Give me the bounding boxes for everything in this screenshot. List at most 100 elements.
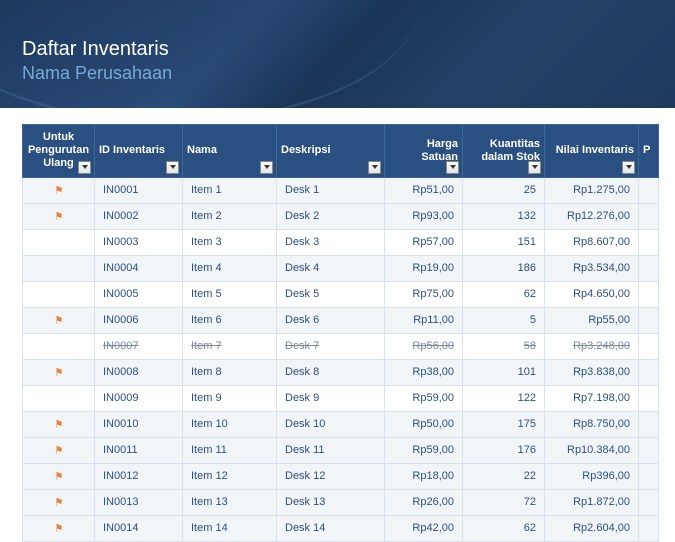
cell-reorder-flag bbox=[23, 385, 95, 411]
cell-name: Item 8 bbox=[183, 359, 277, 385]
cell-description: Desk 10 bbox=[277, 411, 385, 437]
cell-name: Item 2 bbox=[183, 203, 277, 229]
filter-dropdown-icon[interactable] bbox=[622, 161, 635, 174]
table-row[interactable]: ⚑IN0012Item 12Desk 12Rp18,0022Rp396,00 bbox=[23, 463, 659, 489]
cell-inventory-id: IN0001 bbox=[95, 177, 183, 203]
column-header-label: P bbox=[643, 144, 650, 157]
filter-dropdown-icon[interactable] bbox=[446, 161, 459, 174]
filter-dropdown-icon[interactable] bbox=[166, 161, 179, 174]
column-header[interactable]: Nilai Inventaris bbox=[545, 125, 639, 178]
table-row[interactable]: ⚑IN0013Item 13Desk 13Rp26,0072Rp1.872,00 bbox=[23, 489, 659, 515]
table-row[interactable]: ⚑IN0006Item 6Desk 6Rp11,005Rp55,00 bbox=[23, 307, 659, 333]
cell-quantity: 62 bbox=[463, 515, 545, 541]
cell-inventory-id: IN0002 bbox=[95, 203, 183, 229]
cell-quantity: 176 bbox=[463, 437, 545, 463]
cell-unit-price: Rp42,00 bbox=[385, 515, 463, 541]
cell-reorder-flag bbox=[23, 281, 95, 307]
cell-truncated bbox=[639, 515, 659, 541]
cell-name: Item 11 bbox=[183, 437, 277, 463]
cell-inventory-value: Rp12.276,00 bbox=[545, 203, 639, 229]
flag-icon: ⚑ bbox=[54, 366, 63, 379]
filter-dropdown-icon[interactable] bbox=[78, 161, 91, 174]
cell-inventory-value: Rp8.607,00 bbox=[545, 229, 639, 255]
cell-unit-price: Rp19,00 bbox=[385, 255, 463, 281]
cell-inventory-value: Rp4.650,00 bbox=[545, 281, 639, 307]
cell-unit-price: Rp93,00 bbox=[385, 203, 463, 229]
cell-name: Item 4 bbox=[183, 255, 277, 281]
cell-inventory-id: IN0014 bbox=[95, 515, 183, 541]
cell-description: Desk 1 bbox=[277, 177, 385, 203]
table-row[interactable]: IN0003Item 3Desk 3Rp57,00151Rp8.607,00 bbox=[23, 229, 659, 255]
table-row[interactable]: ⚑IN0008Item 8Desk 8Rp38,00101Rp3.838,00 bbox=[23, 359, 659, 385]
cell-inventory-value: Rp1.872,00 bbox=[545, 489, 639, 515]
cell-quantity: 101 bbox=[463, 359, 545, 385]
table-row[interactable]: IN0007Item 7Desk 7Rp56,0058Rp3.248,00 bbox=[23, 333, 659, 359]
filter-dropdown-icon[interactable] bbox=[368, 161, 381, 174]
flag-icon: ⚑ bbox=[54, 418, 63, 431]
cell-truncated bbox=[639, 333, 659, 359]
flag-icon: ⚑ bbox=[54, 184, 63, 197]
filter-dropdown-icon[interactable] bbox=[260, 161, 273, 174]
cell-inventory-value: Rp10.384,00 bbox=[545, 437, 639, 463]
cell-name: Item 14 bbox=[183, 515, 277, 541]
cell-quantity: 132 bbox=[463, 203, 545, 229]
cell-inventory-value: Rp3.838,00 bbox=[545, 359, 639, 385]
cell-truncated bbox=[639, 177, 659, 203]
cell-description: Desk 2 bbox=[277, 203, 385, 229]
cell-description: Desk 3 bbox=[277, 229, 385, 255]
cell-quantity: 186 bbox=[463, 255, 545, 281]
column-header[interactable]: P bbox=[639, 125, 659, 178]
cell-description: Desk 9 bbox=[277, 385, 385, 411]
cell-name: Item 10 bbox=[183, 411, 277, 437]
table-row[interactable]: ⚑IN0001Item 1Desk 1Rp51,0025Rp1.275,00 bbox=[23, 177, 659, 203]
cell-truncated bbox=[639, 411, 659, 437]
cell-inventory-id: IN0006 bbox=[95, 307, 183, 333]
cell-inventory-id: IN0011 bbox=[95, 437, 183, 463]
page-header: Daftar Inventaris Nama Perusahaan bbox=[0, 0, 675, 108]
table-row[interactable]: IN0009Item 9Desk 9Rp59,00122Rp7.198,00 bbox=[23, 385, 659, 411]
cell-quantity: 175 bbox=[463, 411, 545, 437]
cell-description: Desk 5 bbox=[277, 281, 385, 307]
filter-dropdown-icon[interactable] bbox=[528, 161, 541, 174]
cell-reorder-flag: ⚑ bbox=[23, 463, 95, 489]
column-header[interactable]: ID Inventaris bbox=[95, 125, 183, 178]
table-row[interactable]: ⚑IN0010Item 10Desk 10Rp50,00175Rp8.750,0… bbox=[23, 411, 659, 437]
cell-inventory-value: Rp7.198,00 bbox=[545, 385, 639, 411]
table-row[interactable]: ⚑IN0002Item 2Desk 2Rp93,00132Rp12.276,00 bbox=[23, 203, 659, 229]
column-header-label: Deskripsi bbox=[281, 144, 331, 157]
column-header[interactable]: Deskripsi bbox=[277, 125, 385, 178]
cell-inventory-value: Rp3.534,00 bbox=[545, 255, 639, 281]
cell-quantity: 62 bbox=[463, 281, 545, 307]
cell-truncated bbox=[639, 281, 659, 307]
table-row[interactable]: ⚑IN0014Item 14Desk 14Rp42,0062Rp2.604,00 bbox=[23, 515, 659, 541]
column-header[interactable]: Nama bbox=[183, 125, 277, 178]
cell-truncated bbox=[639, 203, 659, 229]
cell-truncated bbox=[639, 307, 659, 333]
table-row[interactable]: IN0004Item 4Desk 4Rp19,00186Rp3.534,00 bbox=[23, 255, 659, 281]
column-header[interactable]: Untuk Pengurutan Ulang bbox=[23, 125, 95, 178]
cell-quantity: 72 bbox=[463, 489, 545, 515]
cell-inventory-id: IN0004 bbox=[95, 255, 183, 281]
cell-quantity: 22 bbox=[463, 463, 545, 489]
cell-inventory-id: IN0003 bbox=[95, 229, 183, 255]
cell-reorder-flag: ⚑ bbox=[23, 489, 95, 515]
cell-description: Desk 6 bbox=[277, 307, 385, 333]
cell-description: Desk 12 bbox=[277, 463, 385, 489]
cell-description: Desk 13 bbox=[277, 489, 385, 515]
cell-inventory-id: IN0012 bbox=[95, 463, 183, 489]
column-header[interactable]: Harga Satuan bbox=[385, 125, 463, 178]
page-title: Daftar Inventaris bbox=[22, 38, 675, 61]
cell-reorder-flag bbox=[23, 255, 95, 281]
table-row[interactable]: ⚑IN0011Item 11Desk 11Rp59,00176Rp10.384,… bbox=[23, 437, 659, 463]
column-header-label: ID Inventaris bbox=[99, 144, 165, 157]
cell-name: Item 13 bbox=[183, 489, 277, 515]
table-row[interactable]: IN0005Item 5Desk 5Rp75,0062Rp4.650,00 bbox=[23, 281, 659, 307]
cell-reorder-flag: ⚑ bbox=[23, 437, 95, 463]
cell-reorder-flag: ⚑ bbox=[23, 203, 95, 229]
cell-name: Item 1 bbox=[183, 177, 277, 203]
cell-description: Desk 11 bbox=[277, 437, 385, 463]
flag-icon: ⚑ bbox=[54, 444, 63, 457]
column-header[interactable]: Kuantitas dalam Stok bbox=[463, 125, 545, 178]
cell-reorder-flag: ⚑ bbox=[23, 515, 95, 541]
cell-name: Item 12 bbox=[183, 463, 277, 489]
